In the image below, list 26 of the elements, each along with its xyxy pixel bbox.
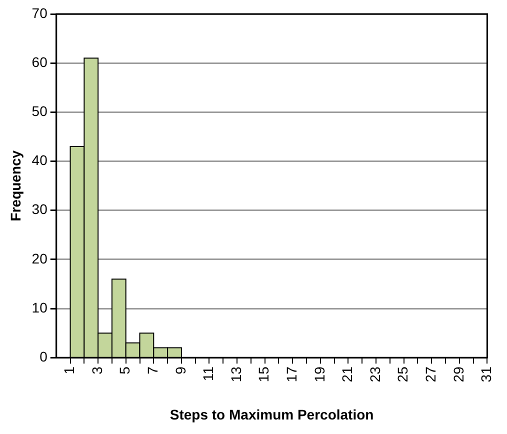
y-tick-label: 0 xyxy=(40,348,48,364)
x-tick-label: 11 xyxy=(200,366,216,382)
x-tick-label: 15 xyxy=(256,366,272,382)
y-tick-label: 10 xyxy=(32,299,48,316)
x-tick-label: 29 xyxy=(450,366,466,382)
x-axis-title: Steps to Maximum Percolation xyxy=(170,406,374,422)
y-tick-label: 60 xyxy=(32,54,48,70)
x-tick-label: 17 xyxy=(283,366,300,382)
y-tick-label: 70 xyxy=(32,4,48,21)
y-tick-label: 40 xyxy=(32,152,48,168)
x-tick-label: 27 xyxy=(422,366,438,382)
y-tick-label: 30 xyxy=(32,201,48,218)
x-tick-label: 9 xyxy=(172,366,188,374)
x-tick-label: 7 xyxy=(144,366,161,374)
x-tick-label: 5 xyxy=(116,366,133,374)
x-tick-label: 23 xyxy=(366,366,383,382)
x-tick-label: 31 xyxy=(478,366,494,382)
y-tick-label: 20 xyxy=(32,250,48,266)
x-tick-label: 1 xyxy=(61,366,78,374)
x-tick-label: 3 xyxy=(88,366,105,374)
x-tick-label: 19 xyxy=(311,366,328,382)
x-tick-label: 13 xyxy=(228,366,244,382)
x-tick-label: 25 xyxy=(394,366,411,382)
x-tick-label: 21 xyxy=(339,366,356,382)
y-axis-title: Frequency xyxy=(7,150,24,222)
y-tick-label: 50 xyxy=(32,103,48,120)
